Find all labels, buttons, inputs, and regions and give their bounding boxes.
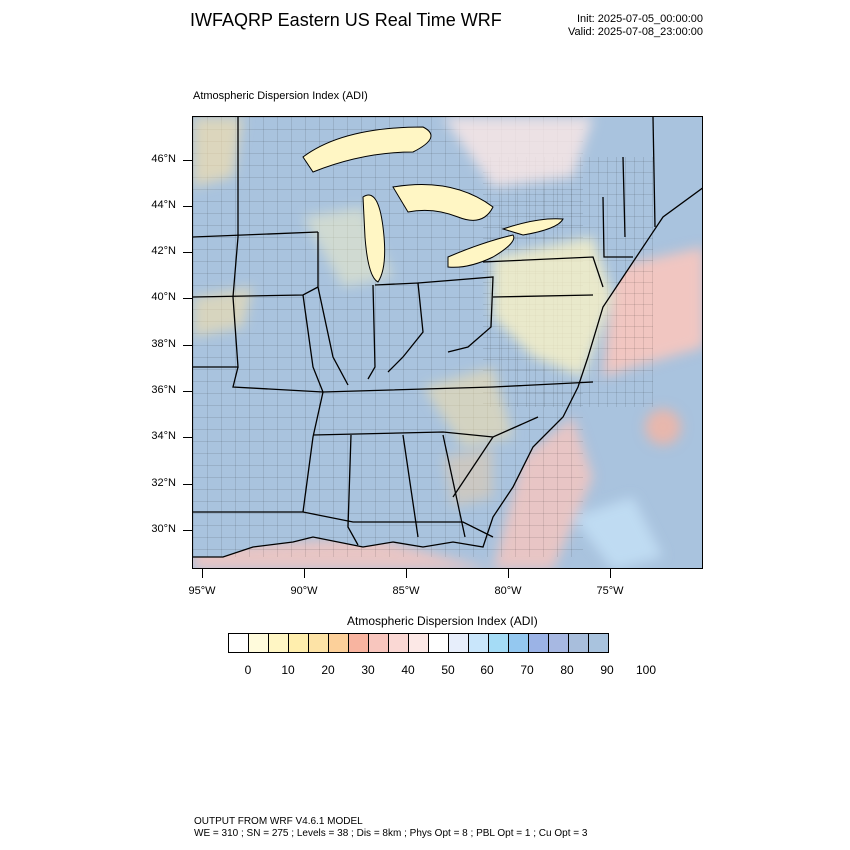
colorbar-swatch bbox=[469, 634, 489, 652]
colorbar-swatch bbox=[329, 634, 349, 652]
colorbar-swatch bbox=[489, 634, 509, 652]
lat-tick-mark bbox=[183, 530, 192, 531]
colorbar-tick-label: 80 bbox=[560, 663, 574, 677]
colorbar-tick-label: 60 bbox=[480, 663, 494, 677]
valid-time: Valid: 2025-07-08_23:00:00 bbox=[568, 26, 703, 38]
colorbar-swatch bbox=[549, 634, 569, 652]
colorbar-tick-label: 20 bbox=[321, 663, 335, 677]
colorbar-tick-label: 30 bbox=[361, 663, 375, 677]
lat-tick-mark bbox=[183, 206, 192, 207]
lat-tick-mark bbox=[183, 484, 192, 485]
colorbar-tick-label: 10 bbox=[281, 663, 295, 677]
lat-tick-label: 44°N bbox=[151, 199, 176, 211]
colorbar-tick-label: 0 bbox=[244, 663, 252, 677]
lon-tick-mark bbox=[202, 569, 203, 578]
map-panel bbox=[192, 116, 703, 569]
colorbar-tick-label: 90 bbox=[600, 663, 614, 677]
lat-tick-label: 42°N bbox=[151, 245, 176, 257]
time-info: Init: 2025-07-05_00:00:00 Valid: 2025-07… bbox=[568, 13, 703, 39]
colorbar-swatch bbox=[409, 634, 429, 652]
colorbar-swatch bbox=[309, 634, 329, 652]
colorbar-swatch bbox=[289, 634, 309, 652]
lat-tick-mark bbox=[183, 391, 192, 392]
colorbar-tick-label: 70 bbox=[520, 663, 534, 677]
lat-tick-mark bbox=[183, 437, 192, 438]
colorbar-swatch bbox=[429, 634, 449, 652]
lat-tick-label: 36°N bbox=[151, 384, 176, 396]
colorbar-swatch bbox=[269, 634, 289, 652]
colorbar-swatch bbox=[449, 634, 469, 652]
footer-line-1: OUTPUT FROM WRF V4.6.1 MODEL bbox=[194, 816, 363, 827]
lat-tick-mark bbox=[183, 345, 192, 346]
lat-tick-label: 46°N bbox=[151, 153, 176, 165]
colorbar-swatch bbox=[569, 634, 589, 652]
init-time: Init: 2025-07-05_00:00:00 bbox=[577, 13, 703, 25]
lat-tick-mark bbox=[183, 160, 192, 161]
colorbar-tick-label: 40 bbox=[401, 663, 415, 677]
map-title: IWFAQRP Eastern US Real Time WRF bbox=[190, 10, 502, 30]
model-footer: OUTPUT FROM WRF V4.6.1 MODEL WE = 310 ; … bbox=[194, 816, 587, 840]
lon-tick-mark bbox=[610, 569, 611, 578]
lon-tick-mark bbox=[406, 569, 407, 578]
lon-tick-label: 85°W bbox=[392, 585, 420, 597]
lon-tick-mark bbox=[304, 569, 305, 578]
colorbar-swatch bbox=[229, 634, 249, 652]
lat-tick-label: 38°N bbox=[151, 338, 176, 350]
colorbar-swatch bbox=[589, 634, 608, 652]
lon-tick-label: 95°W bbox=[188, 585, 216, 597]
colorbar-swatch bbox=[389, 634, 409, 652]
lon-tick-label: 80°W bbox=[494, 585, 522, 597]
lon-tick-mark bbox=[508, 569, 509, 578]
colorbar-swatch bbox=[529, 634, 549, 652]
lat-tick-label: 30°N bbox=[151, 523, 176, 535]
colorbar-swatch bbox=[509, 634, 529, 652]
lat-tick-mark bbox=[183, 252, 192, 253]
adi-map-field bbox=[193, 117, 702, 568]
lon-tick-label: 75°W bbox=[596, 585, 624, 597]
colorbar-swatch bbox=[249, 634, 269, 652]
lon-tick-label: 90°W bbox=[290, 585, 318, 597]
colorbar-swatch bbox=[349, 634, 369, 652]
colorbar bbox=[228, 633, 609, 653]
colorbar-tick-label: 50 bbox=[441, 663, 455, 677]
lat-tick-label: 34°N bbox=[151, 430, 176, 442]
lat-tick-mark bbox=[183, 298, 192, 299]
colorbar-swatch bbox=[369, 634, 389, 652]
footer-line-2: WE = 310 ; SN = 275 ; Levels = 38 ; Dis … bbox=[194, 828, 588, 839]
lat-tick-label: 40°N bbox=[151, 291, 176, 303]
colorbar-tick-label: 100 bbox=[635, 663, 657, 677]
lat-tick-label: 32°N bbox=[151, 477, 176, 489]
plot-title: Atmospheric Dispersion Index (ADI) bbox=[193, 90, 368, 102]
colorbar-title: Atmospheric Dispersion Index (ADI) bbox=[347, 614, 538, 628]
